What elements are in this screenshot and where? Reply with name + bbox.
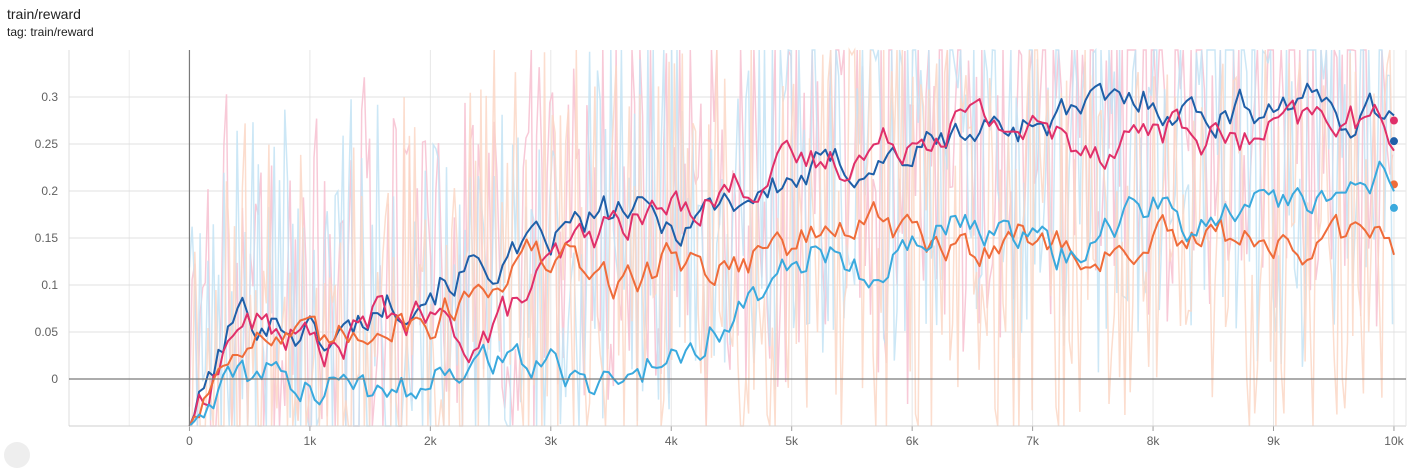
series-line	[188, 82, 1395, 427]
x-tick-label: 1k	[304, 434, 318, 448]
x-tick-label: 6k	[906, 434, 920, 448]
x-tick-label: 3k	[544, 434, 558, 448]
x-tick-label: 4k	[665, 434, 679, 448]
chart-title: train/reward	[7, 6, 81, 22]
y-tick-label: 0.25	[35, 137, 59, 151]
y-tick-label: 0.05	[35, 325, 59, 339]
x-tick-label: 10k	[1384, 434, 1404, 448]
y-tick-label: 0.2	[41, 184, 58, 198]
y-tick-label: 0	[51, 372, 58, 386]
series-end-point	[1389, 137, 1398, 146]
series-line	[188, 98, 1395, 427]
smoothed-series-layer	[188, 82, 1398, 427]
raw-series-line	[189, 47, 1394, 427]
series-line	[188, 201, 1395, 427]
x-tick-label: 7k	[1026, 434, 1040, 448]
chart-tag: tag: train/reward	[7, 25, 94, 39]
series-end-point	[1389, 203, 1398, 212]
series-line	[188, 160, 1395, 427]
x-tick-label: 0	[186, 434, 193, 448]
y-tick-label: 0.15	[35, 231, 59, 245]
y-tick-label: 0.3	[41, 90, 58, 104]
axis-layer: 0 1k 2k 3k 4k 5k 6k 7k 8k 9k 10k 0 0.05 0.1 0.15 0.2 0.2…	[35, 50, 1407, 448]
y-tick-label: 0.1	[41, 278, 58, 292]
reward-chart: 0 1k 2k 3k 4k 5k 6k 7k 8k 9k 10k 0 0.05 0.1 0.15 0.2 0.2…	[35, 47, 1407, 448]
x-tick-label: 8k	[1147, 434, 1161, 448]
x-tick-label: 5k	[785, 434, 799, 448]
series-end-point	[1389, 116, 1398, 125]
x-tick-label: 9k	[1267, 434, 1281, 448]
x-tick-label: 2k	[424, 434, 438, 448]
expand-handle[interactable]	[4, 442, 30, 468]
